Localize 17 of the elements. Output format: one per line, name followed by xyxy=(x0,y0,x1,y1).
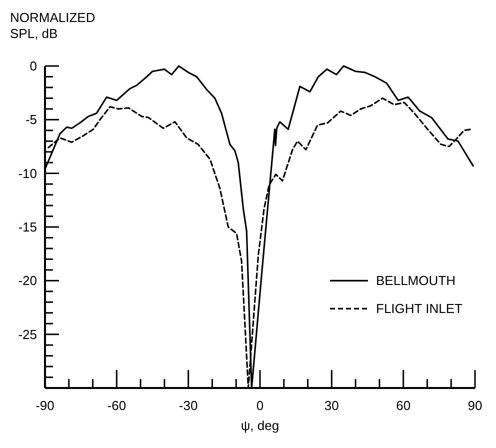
x-tick-label: 90 xyxy=(468,398,482,413)
y-tick-label: -5 xyxy=(25,112,37,128)
y-tick-label: -15 xyxy=(18,220,37,235)
y-tick-label: -10 xyxy=(18,166,37,181)
x-tick-label: -90 xyxy=(36,398,54,413)
y-tick-label: -20 xyxy=(18,273,37,288)
y-tick-label: 0 xyxy=(30,58,37,74)
x-tick-label: 30 xyxy=(324,398,339,413)
x-tick-label: -60 xyxy=(107,398,126,413)
x-tick-label: -30 xyxy=(178,398,198,413)
y-axis-title: NORMALIZED SPL, dB xyxy=(10,10,96,41)
x-tick-label: 60 xyxy=(396,398,411,413)
legend-label: FLIGHT INLET xyxy=(376,301,462,316)
x-tick-label: 0 xyxy=(256,398,264,413)
legend-label: BELLMOUTH xyxy=(376,273,456,288)
x-axis-title: ψ, deg xyxy=(240,418,280,433)
y-tick-label: -25 xyxy=(18,326,37,342)
